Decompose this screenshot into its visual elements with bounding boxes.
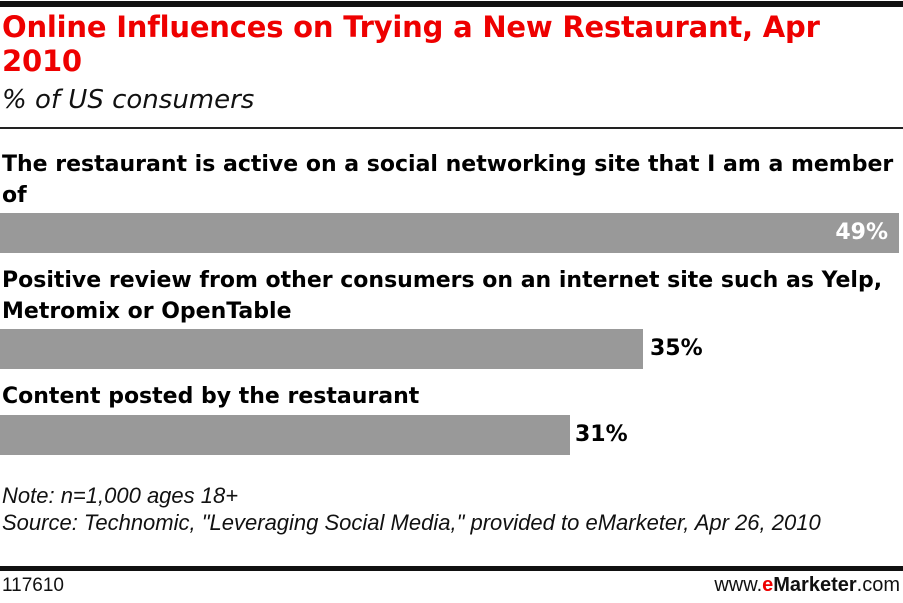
bar-positive-review (0, 329, 643, 369)
bar-social-networking (0, 213, 899, 253)
chart-notes: Note: n=1,000 ages 18+ Source: Technomic… (2, 482, 892, 536)
bar-value-positive-review: 35% (650, 336, 703, 361)
bar-label-positive-review: Positive review from other consumers on … (2, 268, 883, 324)
source-text: Source: Technomic, "Leveraging Social Me… (2, 510, 821, 535)
bar-label-social-networking: The restaurant is active on a social net… (2, 152, 894, 208)
bar-label-restaurant-content: Content posted by the restaurant (2, 384, 420, 409)
brand-e: e (762, 574, 774, 596)
footer-rule (0, 566, 903, 571)
chart-title: Online Influences on Trying a New Restau… (2, 10, 820, 78)
emarketer-logo: www.eMarketer.com (714, 574, 900, 597)
note-text: Note: n=1,000 ages 18+ (2, 483, 239, 508)
bar-restaurant-content (0, 415, 570, 455)
chart-id: 117610 (2, 575, 64, 596)
bar-value-restaurant-content: 31% (575, 422, 628, 447)
bar-value-social-networking: 49% (835, 220, 888, 245)
brand-name: Marketer (773, 574, 857, 596)
brand-suffix: .com (856, 574, 900, 596)
header-divider (0, 127, 903, 129)
top-rule (0, 1, 903, 7)
chart-subtitle: % of US consumers (2, 85, 255, 115)
brand-prefix: www. (714, 574, 763, 596)
